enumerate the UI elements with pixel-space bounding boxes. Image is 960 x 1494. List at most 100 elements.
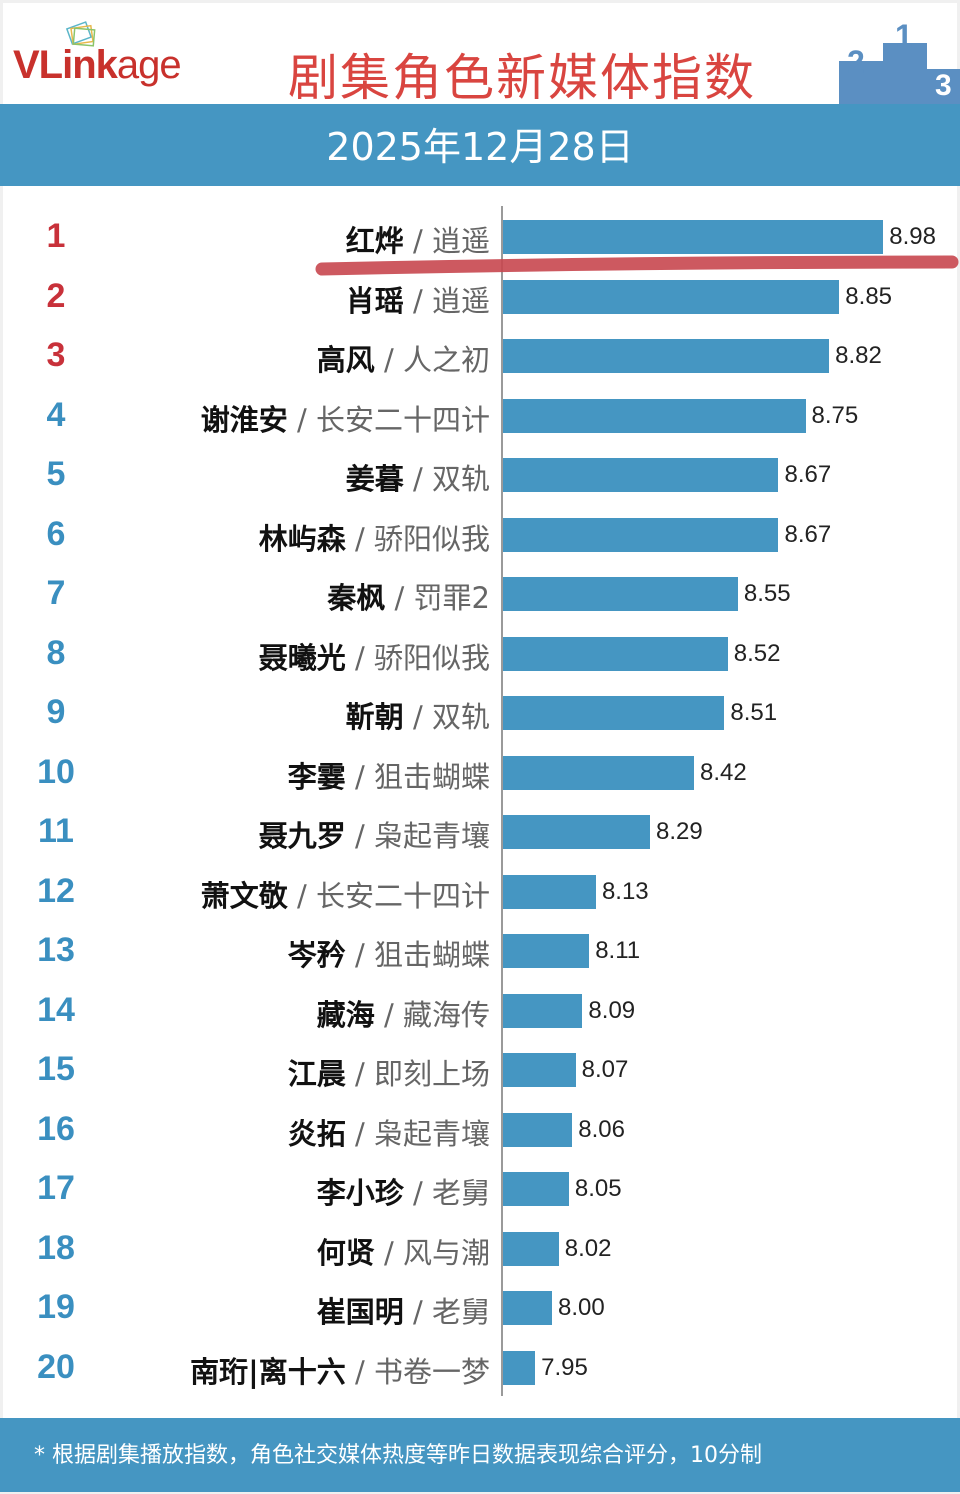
- vlinkage-logo: VLinkage: [13, 43, 182, 87]
- show-name: 骄阳似我: [373, 521, 490, 556]
- value-label: 8.02: [564, 1234, 612, 1262]
- show-name: 狙击蝴蝶: [373, 938, 490, 972]
- rank-label: 7: [46, 574, 66, 612]
- row-label: 江晨 / 即刻上场: [288, 1051, 490, 1093]
- rank-label: 14: [37, 990, 75, 1029]
- show-name: 枭起青壤: [373, 1116, 490, 1151]
- rank-label: 8: [46, 633, 66, 672]
- rank-label: 17: [37, 1169, 75, 1207]
- character-name: 姜暮: [345, 462, 404, 496]
- show-name: 书卷一梦: [373, 1354, 490, 1389]
- svg-text:1: 1: [895, 18, 913, 54]
- value-label: 8.67: [784, 461, 832, 488]
- show-name: 罚罪2: [413, 581, 490, 615]
- character-name: 靳朝: [345, 700, 404, 734]
- rank-label: 6: [46, 514, 66, 553]
- show-name: 狙击蝴蝶: [373, 759, 490, 794]
- value-label: 8.42: [699, 758, 747, 786]
- show-name: 双轨: [431, 462, 490, 496]
- row-label: 红烨 / 逍遥: [346, 218, 490, 260]
- character-name: 红烨: [345, 224, 404, 258]
- separator: /: [374, 997, 403, 1032]
- separator: /: [345, 521, 374, 556]
- character-name: 肖瑶: [345, 283, 404, 318]
- row-label: 聂九罗 / 枭起青壤: [259, 813, 490, 855]
- show-name: 双轨: [431, 700, 490, 734]
- separator: /: [403, 700, 432, 734]
- bar: [503, 1231, 559, 1266]
- bar: [503, 874, 596, 909]
- character-name: 聂九罗: [258, 819, 346, 853]
- value-label: 8.09: [588, 996, 636, 1024]
- row-label: 崔国明 / 老舅: [317, 1289, 490, 1331]
- separator: /: [403, 462, 432, 496]
- row-label: 姜暮 / 双轨: [346, 456, 490, 498]
- character-name: 聂曦光: [258, 640, 346, 675]
- page-title: 剧集角色新媒体指数: [288, 49, 756, 107]
- rank-label: 19: [37, 1288, 75, 1326]
- separator: /: [345, 1116, 374, 1151]
- bar: [503, 934, 590, 968]
- rank-label: 2: [46, 276, 66, 315]
- separator: /: [287, 878, 316, 913]
- rank-label: 5: [46, 455, 66, 493]
- show-name: 长安二十四计: [315, 402, 490, 437]
- separator: /: [345, 819, 374, 853]
- separator: /: [345, 938, 374, 972]
- bar: [503, 696, 725, 730]
- show-name: 人之初: [402, 343, 490, 377]
- value-label: 8.05: [574, 1175, 622, 1202]
- logo-mark-icon: [65, 21, 96, 47]
- value-label: 8.98: [889, 223, 936, 250]
- character-name: 炎拓: [287, 1116, 346, 1151]
- character-name: 高风: [316, 343, 375, 377]
- value-label: 8.85: [845, 282, 893, 310]
- rank-label: 12: [37, 871, 75, 910]
- bar: [503, 279, 840, 314]
- show-name: 藏海传: [402, 997, 490, 1032]
- value-label: 8.82: [835, 342, 882, 369]
- row-label: 秦枫 / 罚罪2: [327, 575, 490, 617]
- date-banner: 2025年12月28日: [0, 104, 960, 186]
- character-name: 秦枫: [327, 581, 386, 615]
- bar: [503, 636, 728, 671]
- bar: [503, 220, 884, 254]
- row-label: 岑矜 / 狙击蝴蝶: [288, 932, 490, 974]
- podium-icon: 2 1 3: [839, 18, 960, 113]
- separator: /: [345, 759, 374, 794]
- rank-label: 11: [38, 812, 74, 850]
- bar: [503, 577, 738, 611]
- chart-axis: [501, 206, 503, 1396]
- character-name: 江晨: [287, 1057, 346, 1091]
- value-label: 7.95: [541, 1353, 588, 1381]
- row-label: 藏海 / 藏海传: [317, 992, 490, 1034]
- row-label: 何贤 / 风与潮: [317, 1230, 490, 1272]
- show-name: 老舅: [431, 1176, 490, 1210]
- value-label: 8.55: [743, 580, 791, 607]
- row-label: 高风 / 人之初: [317, 337, 490, 379]
- bar: [503, 458, 779, 492]
- bar: [503, 815, 651, 849]
- show-name: 即刻上场: [373, 1057, 490, 1091]
- show-name: 逍遥: [431, 224, 490, 258]
- separator: /: [345, 1354, 374, 1389]
- row-label: 林屿森 / 骄阳似我: [259, 516, 490, 558]
- bar: [503, 517, 779, 552]
- svg-text:3: 3: [935, 69, 952, 102]
- separator: /: [374, 343, 403, 377]
- character-name: 何贤: [316, 1235, 375, 1270]
- value-label: 8.75: [811, 401, 859, 429]
- svg-text:2: 2: [847, 44, 865, 80]
- bar: [503, 993, 583, 1028]
- show-name: 骄阳似我: [373, 640, 490, 675]
- rank-label: 3: [46, 336, 66, 374]
- bar: [503, 755, 694, 790]
- character-name: 岑矜: [287, 938, 346, 972]
- character-name: 藏海: [316, 997, 375, 1032]
- separator: /: [403, 1295, 432, 1329]
- bar: [503, 1291, 552, 1325]
- row-label: 谢淮安 / 长安二十四计: [201, 397, 490, 439]
- rank-label: 15: [37, 1050, 75, 1088]
- character-name: 李小珍: [316, 1176, 404, 1210]
- bar: [503, 1112, 573, 1147]
